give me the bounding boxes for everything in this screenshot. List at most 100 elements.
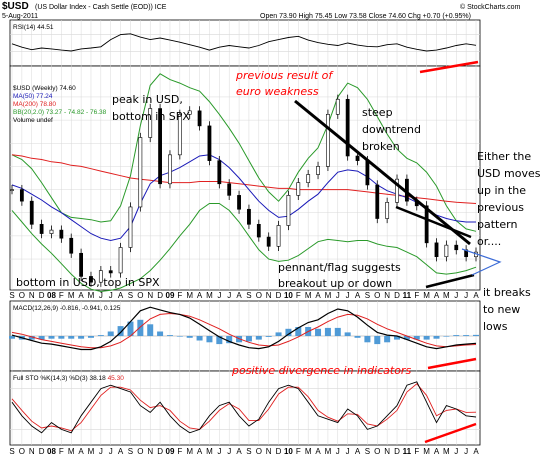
macd-histogram-bar [275,332,282,336]
x-tick-label: J [336,291,340,300]
macd-histogram-bar [78,336,85,339]
x-tick-label: A [473,447,479,456]
annotation-previous: previous [477,201,524,214]
price-bar [168,154,172,185]
macd-histogram-bar [394,336,401,340]
macd-histogram-bar [157,331,164,336]
x-tick-label: A [473,291,479,300]
macd-legend-values: -0.816, -0.941, 0.125 [60,305,121,312]
x-tick-label: J [454,447,458,456]
macd-histogram-bar [473,334,479,336]
price-bar [10,189,14,191]
macd-histogram-bar [9,336,15,339]
x-tick-label: 10 [284,447,293,456]
x-tick-label: A [434,291,440,300]
x-tick-label: M [423,447,430,456]
x-tick-label: D [157,447,163,456]
x-tick-label: M [325,291,332,300]
price-bar [79,252,84,277]
price-bar [108,270,113,274]
price-panel [9,65,481,291]
price-bar [39,224,44,234]
x-tick-label: D [394,447,400,456]
x-tick-label: J [109,291,113,300]
price-bar [316,166,320,175]
annotation-bottom-spx: bottom in SPX [112,110,190,123]
price-bar [19,189,24,202]
pennant-lower-line [425,273,475,289]
x-tick-label: S [128,447,133,456]
annotation-pennant: pennant/flag suggests [278,261,401,274]
macd-histogram-bar [413,336,420,340]
x-tick-label: O [19,291,25,300]
macd-histogram-bar [147,324,154,336]
macd-histogram-bar [423,336,430,340]
price-bar [237,195,241,210]
x-tick-label: D [157,291,163,300]
macd-histogram-bar [463,335,470,336]
x-tick-label: O [137,447,143,456]
price-bar [118,247,123,274]
sto-divergence-line [424,422,477,444]
x-tick-label: M [423,291,430,300]
x-tick-label: 09 [166,291,175,300]
x-tick-label: A [355,291,361,300]
x-tick-label: M [88,291,95,300]
macd-histogram-bar [315,328,322,336]
x-tick-label: O [256,291,262,300]
price-bar [148,108,153,138]
x-tick-label: F [296,447,301,456]
pennant-upper-line [395,205,472,239]
x-tick-label: S [246,291,251,300]
x-tick-label: M [206,447,213,456]
price-bar [128,206,133,248]
price-bar [444,244,449,258]
price-bar [365,160,370,186]
x-tick-label: N [147,291,153,300]
x-tick-label: J [346,291,350,300]
x-tick-label: M [186,291,193,300]
price-bar [59,229,64,239]
macd-histogram-bar [196,336,203,341]
price-bar [217,160,222,185]
price-bar [256,224,261,238]
x-tick-label: J [336,447,340,456]
price-bar [306,174,311,183]
x-tick-label: 10 [284,291,293,300]
price-bar [29,200,34,225]
x-tick-label: A [315,291,321,300]
macd-histogram-bar [176,336,183,337]
x-tick-label: J [99,447,103,456]
quote-line: Open 73.90 High 75.45 Low 73.58 Close 74… [260,13,471,20]
x-tick-label: M [88,447,95,456]
macd-histogram-bar [38,336,45,340]
x-tick-label: D [394,291,400,300]
rsi-panel [9,19,481,67]
macd-histogram-bar [453,335,460,336]
price-bar [187,110,192,115]
macd-histogram-bar [166,335,173,336]
x-tick-label: M [206,291,213,300]
x-tick-label: O [256,447,262,456]
macd-signal-line [11,312,477,349]
annotation-usd-moves: USD moves [477,167,541,180]
x-tick-label: M [68,291,75,300]
macd-histogram-bar [28,336,35,340]
x-tick-label: F [414,291,419,300]
x-tick-label: A [197,447,203,456]
price-bar [247,208,251,225]
x-tick-label: M [68,447,75,456]
x-tick-label: N [29,291,35,300]
annotation-peak-usd: peak in USD, [112,93,183,106]
price-bar [434,242,439,258]
x-tick-label: N [29,447,35,456]
macd-histogram-bar [354,336,361,338]
x-tick-label: M [186,447,193,456]
x-tick-label: O [374,291,380,300]
price-bar [69,237,74,254]
x-tick-label: D [39,447,45,456]
price-bar [355,155,360,161]
sto-k-line [11,381,477,434]
annotation-steep: steep [362,106,393,119]
